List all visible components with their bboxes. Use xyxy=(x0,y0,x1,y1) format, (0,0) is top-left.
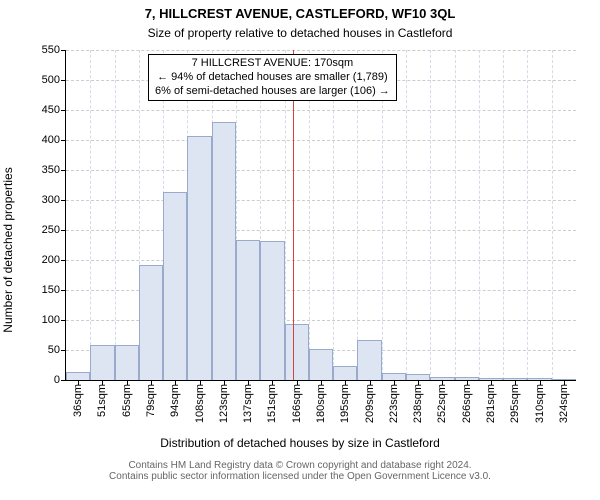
y-axis-label: Number of detached properties xyxy=(1,85,15,250)
gridline-h xyxy=(66,140,576,141)
histogram-bar xyxy=(139,265,163,380)
ytick-label: 100 xyxy=(42,314,66,326)
histogram-bar xyxy=(455,377,479,380)
gridline-v xyxy=(90,50,91,380)
xtick-label: 137sqm xyxy=(242,380,254,423)
histogram-bar xyxy=(187,136,211,380)
histogram-bar xyxy=(382,373,406,380)
xtick-label: 310sqm xyxy=(534,380,546,423)
annotation-line: 6% of semi-detached houses are larger (1… xyxy=(155,85,390,99)
gridline-v xyxy=(527,50,528,380)
gridline-v xyxy=(406,50,407,380)
plot-area: 05010015020025030035040045050055036sqm51… xyxy=(65,50,576,381)
histogram-bar xyxy=(212,122,236,380)
ytick-label: 400 xyxy=(42,134,66,146)
histogram-bar xyxy=(66,372,90,380)
gridline-v xyxy=(430,50,431,380)
gridline-v xyxy=(479,50,480,380)
histogram-bar xyxy=(115,345,139,380)
xtick-label: 166sqm xyxy=(291,380,303,423)
gridline-h xyxy=(66,200,576,201)
xtick-label: 252sqm xyxy=(436,380,448,423)
chart-subtitle: Size of property relative to detached ho… xyxy=(0,26,600,40)
ytick-label: 150 xyxy=(42,284,66,296)
footer-line: Contains HM Land Registry data © Crown c… xyxy=(0,460,600,471)
ytick-label: 450 xyxy=(42,104,66,116)
histogram-bar xyxy=(406,374,430,380)
xtick-label: 324sqm xyxy=(558,380,570,423)
xtick-label: 281sqm xyxy=(485,380,497,423)
xtick-label: 51sqm xyxy=(96,380,108,417)
chart-title: 7, HILLCREST AVENUE, CASTLEFORD, WF10 3Q… xyxy=(0,6,600,21)
gridline-v xyxy=(455,50,456,380)
ytick-label: 50 xyxy=(48,344,66,356)
ytick-label: 200 xyxy=(42,254,66,266)
gridline-h xyxy=(66,170,576,171)
histogram-bar xyxy=(552,379,576,380)
xtick-label: 195sqm xyxy=(339,380,351,423)
gridline-h xyxy=(66,110,576,111)
x-axis-label: Distribution of detached houses by size … xyxy=(0,436,600,450)
ytick-label: 550 xyxy=(42,44,66,56)
xtick-label: 238sqm xyxy=(412,380,424,423)
histogram-bar xyxy=(527,378,551,380)
xtick-label: 123sqm xyxy=(218,380,230,423)
xtick-label: 223sqm xyxy=(388,380,400,423)
ytick-label: 350 xyxy=(42,164,66,176)
histogram-bar xyxy=(333,366,357,380)
xtick-label: 108sqm xyxy=(194,380,206,423)
histogram-bar xyxy=(503,378,527,380)
xtick-label: 295sqm xyxy=(509,380,521,423)
histogram-bar xyxy=(163,192,187,380)
histogram-bar xyxy=(90,345,114,380)
gridline-v xyxy=(115,50,116,380)
gridline-h xyxy=(66,260,576,261)
histogram-bar xyxy=(357,340,381,380)
xtick-label: 151sqm xyxy=(266,380,278,423)
annotation-line: ← 94% of detached houses are smaller (1,… xyxy=(155,71,390,85)
ytick-label: 0 xyxy=(54,374,66,386)
histogram-bar xyxy=(260,241,284,380)
attribution-footer: Contains HM Land Registry data © Crown c… xyxy=(0,460,600,482)
annotation-line: 7 HILLCREST AVENUE: 170sqm xyxy=(155,57,390,71)
xtick-label: 209sqm xyxy=(364,380,376,423)
gridline-v xyxy=(503,50,504,380)
gridline-h xyxy=(66,230,576,231)
xtick-label: 79sqm xyxy=(145,380,157,417)
gridline-h xyxy=(66,50,576,51)
xtick-label: 36sqm xyxy=(72,380,84,417)
xtick-label: 180sqm xyxy=(315,380,327,423)
footer-line: Contains public sector information licen… xyxy=(0,471,600,482)
ytick-label: 500 xyxy=(42,74,66,86)
histogram-bar xyxy=(309,349,333,380)
annotation-box: 7 HILLCREST AVENUE: 170sqm← 94% of detac… xyxy=(148,54,397,101)
ytick-label: 300 xyxy=(42,194,66,206)
xtick-label: 65sqm xyxy=(121,380,133,417)
histogram-bar xyxy=(285,324,309,380)
ytick-label: 250 xyxy=(42,224,66,236)
xtick-label: 266sqm xyxy=(461,380,473,423)
histogram-bar xyxy=(236,240,260,380)
xtick-label: 94sqm xyxy=(169,380,181,417)
gridline-v xyxy=(552,50,553,380)
histogram-bar xyxy=(479,378,503,380)
histogram-bar xyxy=(430,377,454,380)
